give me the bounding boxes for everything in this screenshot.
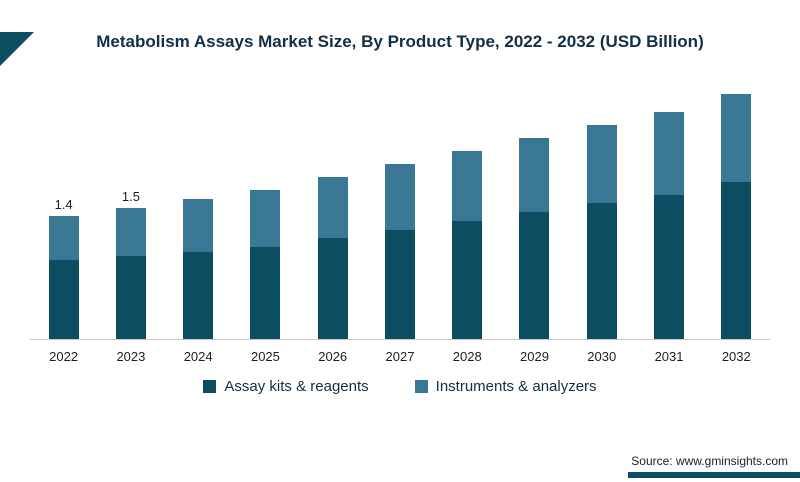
bar-2027 (384, 164, 415, 339)
bar-segment-2023-series-0 (115, 255, 146, 339)
bottom-accent-bar (628, 472, 800, 478)
x-axis-label-2024: 2024 (183, 349, 213, 364)
x-axis-label-2022: 2022 (49, 349, 79, 364)
bar-2023 (115, 207, 146, 339)
bar-2028 (452, 150, 483, 339)
bar-segment-2027-series-1 (384, 164, 415, 230)
bar-total-label-2023: 1.5 (121, 188, 140, 204)
legend-item-instruments: Instruments & analyzers (414, 378, 597, 395)
x-axis-label-2031: 2031 (654, 349, 684, 364)
bar-segment-2024-series-0 (183, 251, 214, 339)
legend-label-instruments: Instruments & analyzers (435, 378, 597, 395)
legend-swatch-assay-kits (203, 380, 217, 393)
bar-segment-2024-series-1 (183, 199, 214, 252)
bar-segment-2032-series-1 (721, 94, 752, 182)
bar-group-2029 (501, 137, 568, 339)
bar-segment-2026-series-0 (317, 238, 348, 339)
bar-2031 (654, 111, 685, 339)
legend-label-assay-kits: Assay kits & reagents (224, 378, 369, 395)
bar-2029 (519, 137, 550, 339)
x-axis: 2022 2023 2024 2025 2026 2027 2028 2029 2030 2031… (30, 340, 770, 364)
bar-segment-2029-series-0 (519, 212, 550, 339)
bar-group-2032 (703, 94, 770, 339)
bar-segment-2026-series-1 (317, 177, 348, 239)
bar-segment-2030-series-0 (586, 203, 617, 339)
bar-segment-2031-series-1 (654, 111, 685, 195)
bar-group-2026 (299, 177, 366, 339)
bar-group-2024 (165, 199, 232, 339)
plot-area: 1.4 1.5 (30, 60, 770, 340)
bar-group-2022: 1.4 (30, 197, 97, 339)
corner-decoration (0, 32, 34, 66)
bar-total-label-2022: 1.4 (54, 197, 73, 213)
legend: Assay kits & reagents Instruments & anal… (0, 378, 800, 395)
x-axis-label-2028: 2028 (452, 349, 482, 364)
source-attribution: Source: www.gminsights.com (631, 454, 788, 468)
bar-2022 (48, 216, 79, 339)
bar-2024 (183, 199, 214, 339)
bar-group-2030 (568, 124, 635, 339)
bar-segment-2028-series-1 (452, 150, 483, 221)
x-axis-label-2032: 2032 (721, 349, 751, 364)
bar-segment-2028-series-0 (452, 220, 483, 339)
bar-segment-2029-series-1 (519, 137, 550, 213)
x-axis-label-2025: 2025 (250, 349, 280, 364)
bar-segment-2030-series-1 (586, 124, 617, 204)
bar-group-2025 (232, 190, 299, 339)
bar-segment-2022-series-0 (48, 260, 79, 339)
bar-group-2023: 1.5 (97, 189, 164, 339)
x-axis-label-2029: 2029 (520, 349, 549, 364)
bar-2025 (250, 190, 281, 339)
bar-segment-2025-series-1 (250, 190, 281, 248)
legend-item-assay-kits: Assay kits & reagents (203, 378, 369, 395)
bar-segment-2032-series-0 (721, 181, 752, 339)
chart-title: Metabolism Assays Market Size, By Produc… (96, 32, 704, 51)
x-axis-label-2026: 2026 (318, 349, 348, 364)
legend-swatch-instruments (414, 380, 428, 393)
bar-2030 (586, 124, 617, 339)
bar-segment-2022-series-1 (48, 216, 79, 261)
bar-segment-2023-series-1 (115, 207, 146, 256)
bar-2032 (721, 94, 752, 339)
bar-segment-2025-series-0 (250, 247, 281, 339)
bar-segment-2031-series-0 (654, 194, 685, 339)
chart-area: 1.4 1.5 2022 2023 2024 2025 2026 2027 2028 2029 2… (0, 60, 800, 364)
x-axis-label-2023: 2023 (116, 349, 146, 364)
source-text: www.gminsights.com (675, 454, 788, 468)
x-axis-label-2027: 2027 (385, 349, 415, 364)
bar-2026 (317, 177, 348, 339)
bar-segment-2027-series-0 (384, 229, 415, 339)
bar-group-2028 (434, 150, 501, 339)
x-axis-label-2030: 2030 (587, 349, 617, 364)
source-prefix: Source: (631, 454, 673, 468)
bar-group-2031 (635, 111, 702, 339)
bar-group-2027 (366, 164, 433, 339)
